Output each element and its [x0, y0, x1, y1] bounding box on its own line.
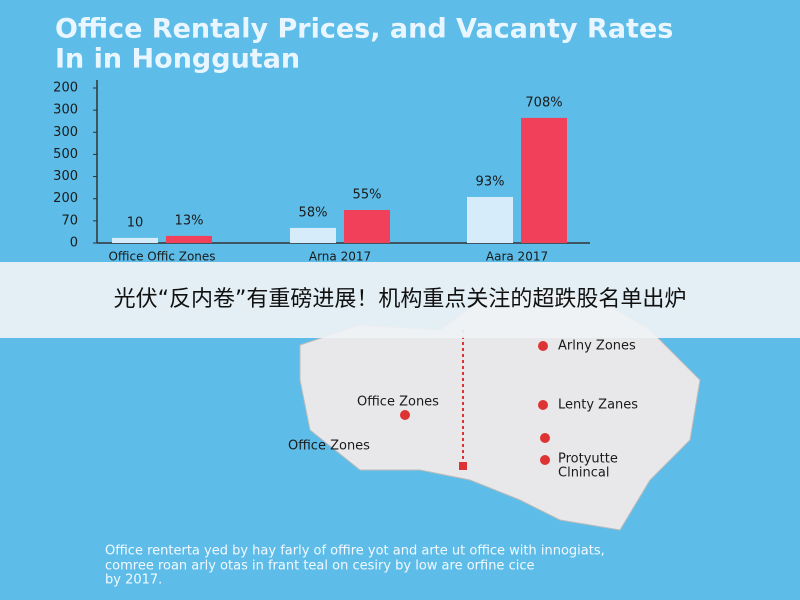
- y-tick-label: 500: [53, 147, 78, 162]
- map-dot: [540, 433, 550, 443]
- bar-annotation: 10: [127, 215, 144, 230]
- banner: [0, 262, 800, 338]
- y-tick-label: 300: [53, 103, 78, 118]
- x-tick-label: Aara 2017: [486, 250, 548, 264]
- map-dot: [400, 410, 410, 420]
- map-label: Office Zones: [288, 439, 370, 454]
- x-tick-label: Arna 2017: [309, 250, 371, 264]
- bar-annotation: 93%: [476, 174, 505, 189]
- map-marker: [459, 462, 467, 470]
- bar: [166, 235, 212, 243]
- bar-annotation: 708%: [525, 95, 562, 110]
- map-label: Arlny Zones: [558, 339, 636, 354]
- bar-annotation: 58%: [299, 205, 328, 220]
- banner-text: 光伏“反内卷”有重磅进展！机构重点关注的超跌股名单出炉: [114, 287, 687, 312]
- y-tick-label: 200: [53, 191, 78, 206]
- y-tick-label: 300: [53, 125, 78, 140]
- bar: [467, 196, 513, 243]
- map-label: Protyutte: [558, 452, 618, 467]
- y-tick-label: 200: [53, 81, 78, 96]
- map-label: Office Zones: [357, 395, 439, 410]
- caption: comree roan arly otas in frant teal on c…: [105, 559, 534, 574]
- chart-title: In in Honggutan: [55, 44, 300, 75]
- map-dot: [540, 455, 550, 465]
- bar-annotation: 13%: [175, 213, 204, 228]
- caption: by 2017.: [105, 573, 162, 588]
- map-label: Clnincal: [558, 466, 610, 481]
- map-label: Lenty Zanes: [558, 398, 638, 413]
- map-dot: [538, 400, 548, 410]
- bar: [344, 210, 390, 243]
- bar-annotation: 55%: [353, 188, 382, 203]
- y-tick-label: 300: [53, 169, 78, 184]
- caption: Office renterta yed by hay farly of offi…: [105, 544, 605, 559]
- y-tick-label: 0: [70, 236, 78, 251]
- bar: [112, 237, 158, 243]
- chart-title: Office Rentaly Prices, and Vacanty Rates: [55, 14, 673, 45]
- bar: [521, 117, 567, 243]
- x-tick-label: Office Offic Zones: [108, 250, 215, 264]
- y-tick-label: 70: [61, 213, 78, 228]
- bar: [290, 227, 336, 243]
- map-dot: [538, 341, 548, 351]
